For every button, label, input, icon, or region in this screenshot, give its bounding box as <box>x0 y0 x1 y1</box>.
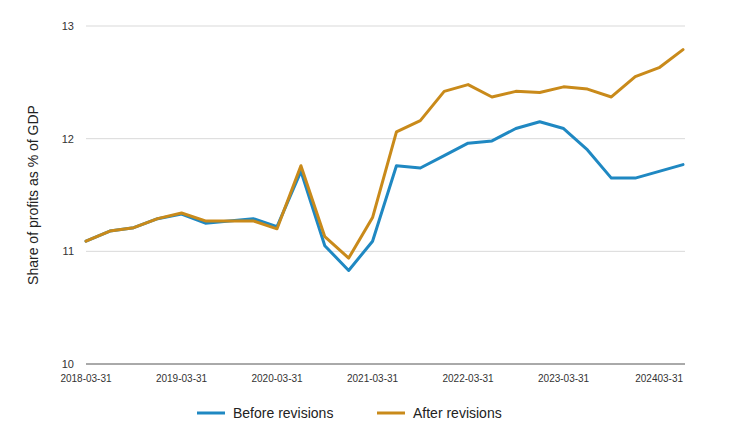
grid-line <box>86 138 685 139</box>
x-tick-label: 2020-03-31 <box>251 373 303 384</box>
series-line <box>86 50 683 258</box>
x-tick-label: 2023-03-31 <box>538 373 590 384</box>
grid-line <box>86 26 685 27</box>
lines <box>86 50 683 271</box>
legend: Before revisions After revisions <box>197 405 502 421</box>
x-axis <box>86 364 685 365</box>
chart: 10 11 12 13 2018-03-31 2019-03-31 2020-03-31 20… <box>0 0 730 442</box>
legend-swatch <box>197 412 225 415</box>
y-axis-label: Share of profits as % of GDP <box>25 105 41 285</box>
y-tick-label: 12 <box>62 133 74 145</box>
x-tick-label: 2022-03-31 <box>443 373 495 384</box>
y-tick-label: 11 <box>63 245 74 257</box>
y-tick-label: 10 <box>62 358 74 370</box>
x-tick-label: 2019-03-31 <box>156 373 208 384</box>
y-tick-label: 13 <box>62 20 74 32</box>
legend-label: After revisions <box>413 405 502 421</box>
x-tick-label: 202403-31 <box>635 373 683 384</box>
legend-swatch <box>377 412 405 415</box>
legend-label: Before revisions <box>233 405 333 421</box>
x-tick-label: 2018-03-31 <box>60 373 112 384</box>
x-tick-label: 2021-03-31 <box>347 373 399 384</box>
series-line <box>86 122 683 271</box>
grid-line <box>86 251 685 252</box>
grid <box>86 26 685 251</box>
